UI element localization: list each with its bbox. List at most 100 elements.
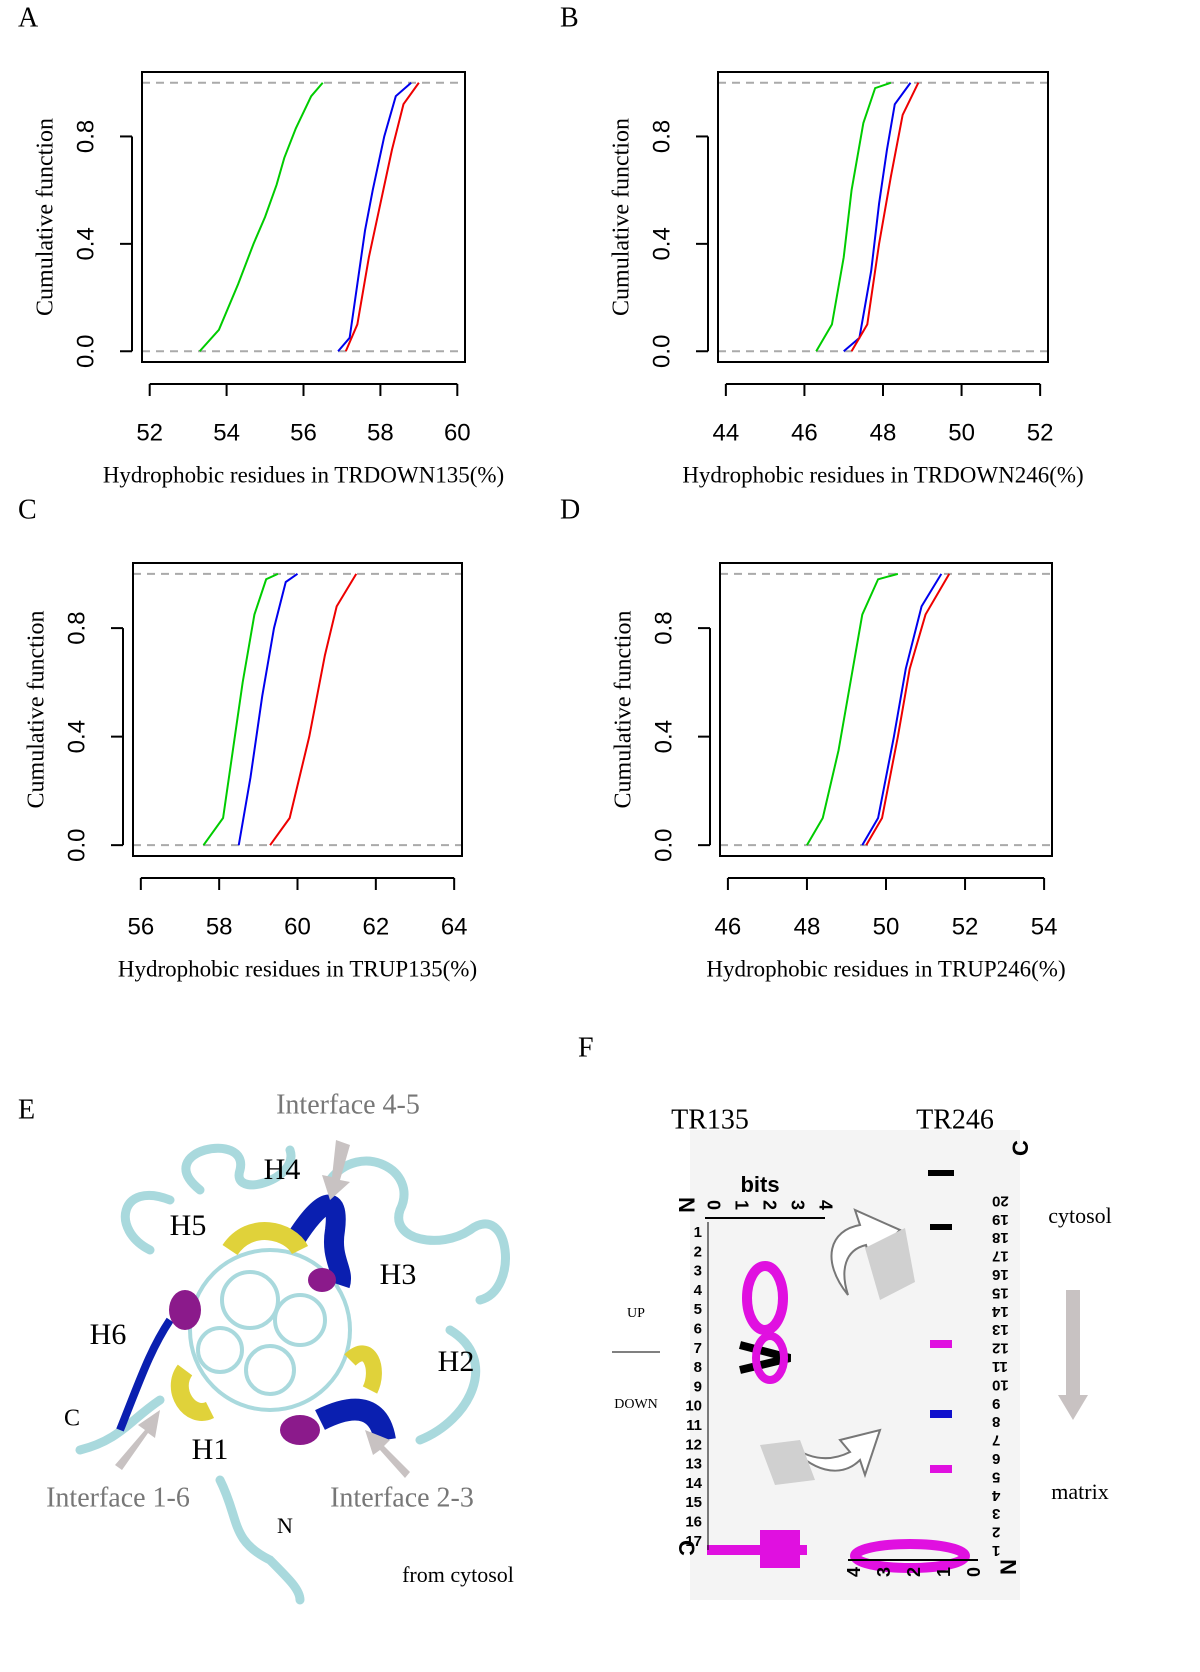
region-label: UP (627, 1306, 645, 1321)
terminus-label: C (1008, 1140, 1033, 1156)
position-label: 5 (694, 1301, 702, 1318)
y-tick-label: 0.8 (72, 120, 99, 153)
x-tick-label: 46 (791, 419, 818, 446)
region-label: cytosol (1048, 1203, 1112, 1228)
position-label: 13 (992, 1321, 1009, 1338)
position-label: 3 (992, 1505, 1000, 1522)
position-label: 17 (992, 1248, 1009, 1265)
terminus-label: C (674, 1540, 699, 1556)
curved-arrow (789, 1428, 882, 1479)
loop (244, 1344, 296, 1396)
loop (196, 1326, 244, 1374)
x-tick-label: 46 (715, 913, 742, 940)
logo-letter (930, 1340, 952, 1348)
helix-label: H5 (170, 1209, 207, 1242)
x-axis-title: Hydrophobic residues in TRUP246(%) (706, 956, 1065, 981)
curved-arrow (830, 1208, 902, 1296)
x-tick-label: 54 (213, 419, 240, 446)
x-tick-label: 52 (136, 419, 163, 446)
plot-frame (132, 562, 463, 857)
position-label: 1 (694, 1224, 702, 1241)
position-label: 5 (992, 1468, 1000, 1485)
panel-f: F TR135 TR246 bits N C N C UP DOWN cytos… (578, 1032, 1112, 1600)
x-tick-label: 50 (873, 913, 900, 940)
logo-letters (707, 1170, 970, 1573)
arrow (322, 1140, 350, 1200)
position-label: 3 (694, 1263, 702, 1280)
terminus-label: N (674, 1197, 699, 1213)
logo-letter (742, 1261, 788, 1335)
region-label: DOWN (614, 1397, 658, 1412)
loop (120, 1190, 175, 1255)
loop (220, 1270, 280, 1330)
helix-label: H6 (90, 1318, 127, 1351)
logo-letter (752, 1332, 788, 1384)
panel-label: E (18, 1094, 35, 1125)
x-tick-label: 62 (362, 913, 389, 940)
panel-e: E (18, 1089, 514, 1605)
x-tick-label: 58 (367, 419, 394, 446)
position-label: 18 (992, 1229, 1009, 1246)
annotation: Interface 1-6 (46, 1482, 190, 1513)
data-line (269, 573, 358, 846)
logo-title: TR246 (916, 1104, 994, 1135)
loop (188, 1248, 352, 1412)
position-label: 15 (685, 1494, 702, 1511)
position-label: 7 (992, 1432, 1000, 1449)
logo-axes: 0 1 2 3 44 3 2 1 0123456789101112131415161712345… (685, 1192, 1008, 1577)
caption: from cytosol (402, 1562, 514, 1587)
terminus-label: C (64, 1406, 80, 1432)
data-line (198, 82, 324, 352)
data-line (815, 81, 892, 352)
y-tick-label: 0.4 (72, 227, 99, 260)
data-line (337, 81, 412, 352)
loop (215, 1475, 305, 1605)
x-axis-title: Hydrophobic residues in TRDOWN246(%) (682, 462, 1083, 487)
position-label: 11 (992, 1358, 1008, 1375)
position-label: 16 (992, 1266, 1009, 1283)
x-tick-label: 44 (713, 419, 740, 446)
y-tick-label: 0.4 (63, 720, 90, 753)
position-label: 14 (991, 1303, 1008, 1320)
data-line (806, 572, 899, 846)
x-tick-label: 58 (206, 913, 233, 940)
terminus-label: N (996, 1559, 1021, 1575)
position-label: 10 (685, 1398, 702, 1415)
y-tick-label: 0.8 (63, 611, 90, 644)
loop (181, 1143, 296, 1195)
data-line (237, 573, 299, 846)
x-tick-label: 64 (441, 913, 468, 940)
logo-title: TR135 (671, 1104, 749, 1135)
position-label: 19 (992, 1211, 1009, 1228)
y-axis-title: Cumulative function (611, 611, 637, 809)
y-tick-label: 0.4 (648, 227, 675, 260)
residue (280, 1415, 320, 1445)
helix (170, 1364, 215, 1421)
bits-tick-label: 0 (703, 1200, 723, 1210)
helix (116, 1317, 174, 1432)
position-label: 11 (686, 1417, 702, 1434)
residue (169, 1290, 201, 1330)
y-tick-label: 0.0 (72, 335, 99, 368)
bits-tick-label: 4 (815, 1200, 835, 1210)
inner-loops (188, 1248, 352, 1412)
x-tick-label: 52 (1027, 419, 1054, 446)
arrow-band (760, 1440, 815, 1485)
chart: B 44 46 48 50 52 Hydrophobic residues in TRDOW… (560, 2, 1084, 487)
logo-letter (928, 1170, 954, 1176)
position-label: 4 (694, 1282, 703, 1299)
x-tick-label: 56 (290, 419, 317, 446)
plot-frame (141, 71, 466, 363)
position-label: 10 (992, 1376, 1009, 1393)
y-tick-label: 0.4 (650, 720, 677, 753)
region-label: matrix (1051, 1479, 1108, 1504)
panel-label: C (18, 494, 37, 525)
helix-label: H3 (380, 1258, 417, 1291)
terminus-label: N (277, 1513, 293, 1538)
x-axis-title: Hydrophobic residues in TRDOWN135(%) (103, 462, 504, 487)
y-tick-label: 0.8 (648, 120, 675, 153)
bits-tick-label: 2 (904, 1567, 924, 1577)
logo-letter (930, 1224, 952, 1230)
x-tick-label: 60 (444, 419, 471, 446)
